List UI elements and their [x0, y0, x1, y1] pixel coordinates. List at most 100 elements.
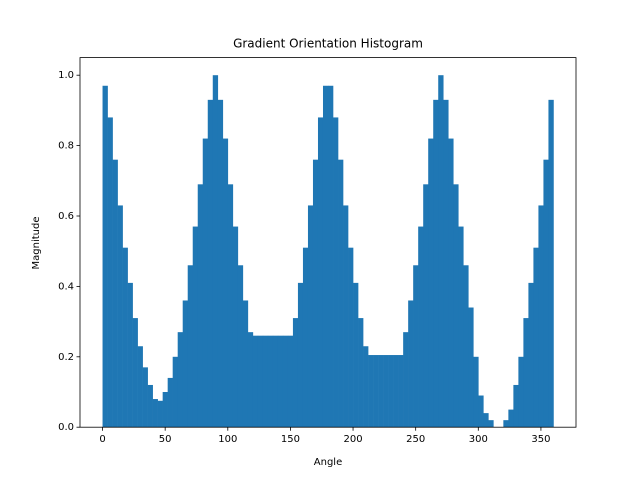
bar [348, 247, 354, 428]
bar [172, 356, 178, 428]
bar [277, 335, 284, 428]
bar [538, 205, 544, 428]
plot-frame [79, 57, 577, 428]
bar [297, 282, 304, 428]
bar [543, 159, 549, 428]
x-tick-label: 150 [281, 434, 300, 445]
bar [508, 409, 514, 428]
bar [237, 265, 244, 428]
bar [202, 138, 209, 428]
bar [152, 399, 158, 428]
bar [292, 318, 299, 428]
y-axis-label: Magnitude [31, 217, 42, 270]
bar [162, 392, 168, 428]
bar [513, 384, 519, 428]
bar [177, 332, 184, 428]
bar [197, 184, 204, 428]
y-tick-label: 0.2 [58, 352, 74, 363]
bar [107, 117, 113, 428]
bar [333, 117, 339, 428]
bar [302, 247, 309, 428]
bar [388, 355, 394, 428]
bar [112, 159, 118, 428]
bar [473, 356, 479, 428]
x-tick-label: 300 [469, 434, 488, 445]
bar [478, 395, 484, 428]
bar [227, 184, 234, 428]
bar [212, 75, 219, 428]
x-tick-label: 100 [218, 434, 237, 445]
bar [267, 335, 274, 428]
bar [322, 85, 329, 428]
bar [187, 265, 194, 428]
bar [222, 138, 229, 428]
bar [312, 159, 319, 428]
bar [503, 420, 509, 428]
x-axis-label: Angle [314, 457, 342, 468]
bar [247, 332, 254, 428]
bar [533, 247, 539, 428]
x-tick-label: 200 [344, 434, 363, 445]
bar [242, 300, 249, 428]
bar [122, 247, 128, 428]
bar [453, 184, 459, 428]
bar [463, 265, 469, 428]
y-tick-label: 0.8 [58, 141, 74, 152]
bar [403, 332, 409, 428]
y-tick-label: 0.6 [58, 211, 74, 222]
bar [317, 117, 324, 428]
bar [338, 159, 344, 428]
bar [373, 355, 379, 428]
bar [328, 85, 334, 428]
y-tick-label: 0.0 [58, 422, 74, 433]
bar [257, 335, 264, 428]
bar [282, 335, 289, 428]
bar [448, 138, 454, 428]
bar [287, 335, 294, 428]
bar [343, 205, 349, 428]
bar [147, 384, 153, 428]
x-tick-label: 50 [159, 434, 172, 445]
bar [262, 335, 269, 428]
bar [548, 99, 554, 428]
bar [368, 355, 374, 428]
bar [383, 355, 389, 428]
bar [358, 318, 364, 428]
y-tick-label: 0.4 [58, 281, 74, 292]
bar [398, 355, 404, 428]
x-tick-label: 0 [99, 434, 105, 445]
bar [413, 265, 419, 428]
bar [272, 335, 279, 428]
bar [192, 226, 199, 428]
bar [232, 226, 239, 428]
bar [433, 99, 439, 428]
x-tick-label: 250 [406, 434, 425, 445]
bar [438, 75, 444, 428]
bar [363, 346, 369, 428]
bar [423, 184, 429, 428]
bar [117, 205, 123, 428]
bar [418, 226, 424, 428]
bar [468, 307, 474, 428]
bar [207, 99, 214, 428]
bar [102, 85, 108, 428]
bar [528, 282, 534, 428]
bar [523, 318, 529, 428]
y-tick-label: 1.0 [58, 70, 74, 81]
bar [307, 205, 314, 428]
bar [353, 282, 359, 428]
bar [378, 355, 384, 428]
bar [483, 413, 489, 428]
bar [132, 318, 138, 428]
bar [182, 300, 189, 428]
bar [157, 400, 163, 428]
bar [137, 346, 143, 428]
bar [167, 377, 173, 428]
bar [142, 367, 148, 428]
bar [488, 420, 494, 428]
bar [252, 335, 259, 428]
bar [393, 355, 399, 428]
bar [127, 282, 133, 428]
bar [458, 226, 464, 428]
